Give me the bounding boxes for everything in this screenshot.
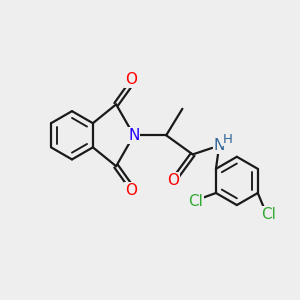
Text: Cl: Cl — [188, 194, 203, 209]
Text: N: N — [214, 138, 225, 153]
Text: O: O — [168, 173, 180, 188]
Text: H: H — [223, 133, 232, 146]
Text: O: O — [125, 72, 137, 87]
Text: N: N — [128, 128, 140, 143]
Text: O: O — [125, 183, 137, 198]
Text: Cl: Cl — [261, 207, 275, 222]
